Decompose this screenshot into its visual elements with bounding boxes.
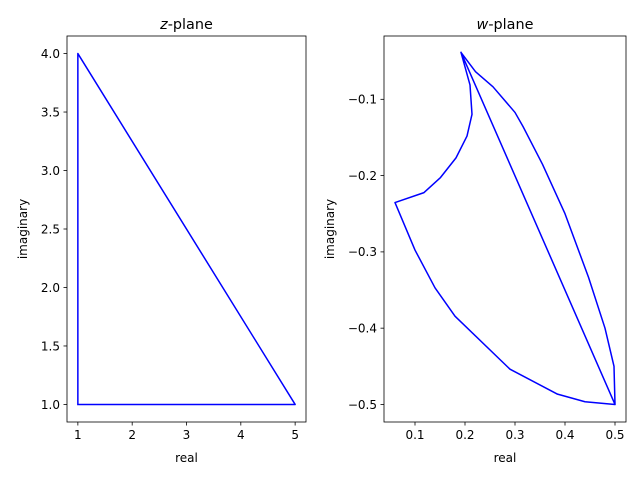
w-plane-x-tick-label: 0.4 <box>555 428 574 442</box>
w-plane-x-tick-label: 0.2 <box>455 428 474 442</box>
z-plane-y-tick-label: 3.5 <box>41 105 60 119</box>
z-plane-x-axis-label: real <box>175 451 198 465</box>
w-plane-y-tick-label: −0.4 <box>348 321 377 335</box>
z-plane-y-tick-label: 3.0 <box>41 164 60 178</box>
w-plane-x-tick-label: 0.1 <box>405 428 424 442</box>
z-plane-x-tick-label: 4 <box>237 428 245 442</box>
w-plane-y-tick-label: −0.5 <box>348 398 377 412</box>
z-plane-x-tick-label: 5 <box>291 428 299 442</box>
z-plane-title-variable: z <box>159 17 168 33</box>
w-plane-title: w-plane <box>477 17 534 33</box>
z-plane-panel: 1 2 3 4 5 1.0 1.5 2.0 2.5 3.0 3.5 4.0 real imaginary z… <box>16 17 307 465</box>
w-plane-y-tick-label: −0.1 <box>348 93 377 107</box>
z-plane-y-tick-label: 1.0 <box>41 398 60 412</box>
w-plane-title-variable: w <box>477 17 489 33</box>
z-plane-title-suffix: -plane <box>168 17 213 33</box>
z-plane-x-tick-label: 1 <box>74 428 82 442</box>
w-plane-x-axis-label: real <box>494 451 517 465</box>
w-plane-title-suffix: -plane <box>488 17 533 33</box>
w-plane-y-tick-label: −0.3 <box>348 245 377 259</box>
z-plane-y-tick-label: 2.5 <box>41 222 60 236</box>
z-plane-x-tick-label: 3 <box>183 428 191 442</box>
z-plane-y-tick-label: 1.5 <box>41 339 60 353</box>
w-plane-panel: 0.1 0.2 0.3 0.4 0.5 −0.5 −0.4 −0.3 −0.2 −0.1 real i… <box>323 17 627 465</box>
w-plane-axes-frame <box>383 35 627 423</box>
z-plane-title: z-plane <box>159 17 213 33</box>
w-plane-y-tick-label: −0.2 <box>348 169 377 183</box>
w-plane-y-axis-label: imaginary <box>323 199 337 259</box>
z-plane-y-axis-label: imaginary <box>16 199 30 259</box>
z-plane-y-tick-label: 2.0 <box>41 281 60 295</box>
z-plane-y-tick-label: 4.0 <box>41 47 60 61</box>
z-plane-series-line-0 <box>77 52 296 406</box>
z-plane-x-tick-label: 2 <box>128 428 136 442</box>
w-plane-x-tick-label: 0.5 <box>605 428 624 442</box>
w-plane-x-tick-label: 0.3 <box>505 428 524 442</box>
w-plane-series-line-0 <box>394 51 616 406</box>
